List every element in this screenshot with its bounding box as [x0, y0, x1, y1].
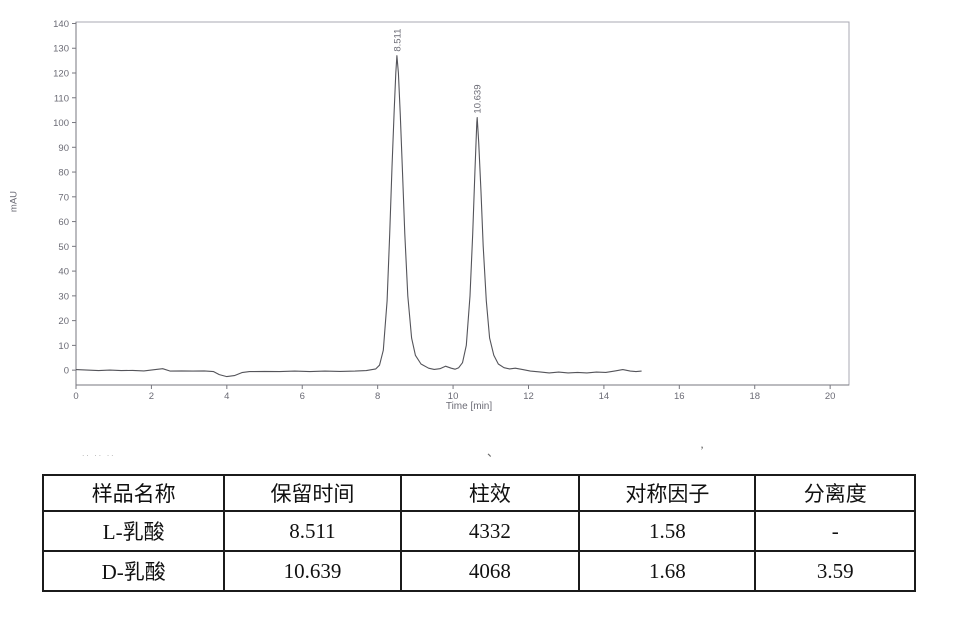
- y-tick-label: 0: [64, 366, 69, 377]
- x-tick-label: 4: [224, 391, 229, 402]
- x-tick-label: 12: [523, 391, 534, 402]
- cell-symmetry-factor: 1.68: [578, 550, 757, 592]
- x-tick-label: 8: [375, 391, 380, 402]
- cell-retention-time: 8.511: [223, 510, 402, 552]
- header-retention-time: 保留时间: [223, 474, 402, 512]
- cell-column-efficiency: 4332: [399, 510, 581, 552]
- y-tick-label: 60: [58, 217, 69, 228]
- cropped-text-fragment: ’: [700, 443, 704, 457]
- x-tick-label: 20: [825, 391, 836, 402]
- y-tick-label: 110: [54, 93, 69, 104]
- cell-retention-time: 10.639: [223, 550, 402, 592]
- plot-frame: [75, 21, 850, 386]
- y-tick-label: 20: [58, 316, 69, 327]
- y-tick-label: 130: [53, 44, 69, 55]
- x-axis-title: Time [min]: [445, 401, 493, 412]
- y-tick-label: 80: [58, 168, 69, 179]
- y-tick-label: 50: [58, 242, 69, 253]
- y-tick-label: 40: [58, 267, 69, 278]
- y-tick-label: 30: [58, 291, 69, 302]
- x-tick-label: 14: [599, 391, 610, 402]
- y-axis-title: mAU: [8, 190, 20, 213]
- chromatogram-svg: 0 2 4 6 8 10 12 14 16 18 20 0 10 20 30 40 50 60 70 80 90 100 1…: [53, 19, 850, 402]
- cell-sample-name: D-乳酸: [41, 550, 226, 592]
- x-tick-label: 18: [749, 391, 760, 402]
- y-tick-label: 90: [58, 143, 69, 154]
- header-sample-name: 样品名称: [41, 474, 226, 512]
- header-resolution: 分离度: [754, 474, 916, 512]
- cropped-text-fragment: 、: [487, 445, 500, 459]
- x-tick-label: 10: [448, 391, 459, 402]
- cropped-text-fragment: ·· ·· ··: [82, 452, 116, 460]
- x-tick-label: 16: [674, 391, 685, 402]
- table-row: L-乳酸 8.511 4332 1.58 -: [41, 510, 916, 552]
- x-tick-label: 6: [300, 391, 305, 402]
- table-row: D-乳酸 10.639 4068 1.68 3.59: [41, 550, 916, 592]
- cell-sample-name: L-乳酸: [41, 510, 226, 552]
- cell-resolution: 3.59: [754, 550, 916, 592]
- x-tick-label: 2: [149, 391, 154, 402]
- cell-column-efficiency: 4068: [399, 550, 581, 592]
- y-tick-label: 100: [53, 118, 69, 129]
- table-header-row: 样品名称 保留时间 柱效 对称因子 分离度: [41, 474, 916, 512]
- peak-retention-time-label: 10.639: [473, 85, 484, 114]
- chromatogram-trace: [75, 55, 642, 378]
- y-tick-label: 120: [53, 69, 69, 80]
- header-column-efficiency: 柱效: [399, 474, 581, 512]
- results-table: 样品名称 保留时间 柱效 对称因子 分离度 L-乳酸 8.511 4332 1.…: [41, 474, 916, 592]
- header-symmetry-factor: 对称因子: [578, 474, 757, 512]
- y-tick-label: 140: [53, 19, 69, 30]
- x-tick-label: 0: [73, 391, 78, 402]
- y-tick-label: 70: [58, 192, 69, 203]
- peak-retention-time-label: 8.511: [392, 29, 403, 52]
- y-tick-label: 10: [58, 341, 69, 352]
- cell-symmetry-factor: 1.58: [578, 510, 757, 552]
- cell-resolution: -: [754, 510, 916, 552]
- chromatogram-chart: 0 2 4 6 8 10 12 14 16 18 20 0 10 20 30 40 50 60 70 80 90 100 1…: [8, 19, 850, 412]
